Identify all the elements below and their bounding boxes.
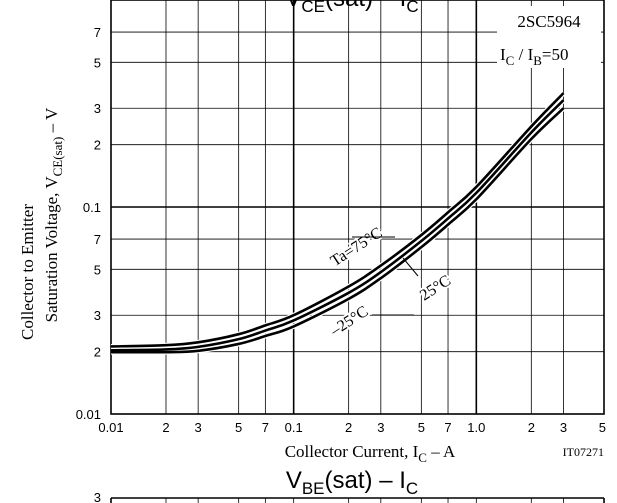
x-axis-label: Collector Current, IC – A <box>285 442 456 465</box>
y-tick-label: 3 <box>94 101 101 116</box>
y-tick-label: 0.01 <box>76 407 101 422</box>
y-tick-label: 0.1 <box>83 200 101 215</box>
curves <box>110 91 566 355</box>
annotation-device: 2SC5964 <box>517 12 581 31</box>
y-axis-label: Collector to Emitter Saturation Voltage,… <box>18 107 65 340</box>
second-chart-frame: 3 <box>94 490 605 503</box>
x-tick-label: 2 <box>162 420 169 435</box>
plot-border <box>110 0 605 415</box>
x-tick-label: 2 <box>528 420 535 435</box>
figure-id: IT07271 <box>563 445 604 459</box>
y-tick-label: 7 <box>94 25 101 40</box>
y-axis-label-line1: Collector to Emitter <box>18 204 37 340</box>
second-chart-title: VBE(sat) – IC <box>286 467 418 498</box>
x-tick-label: 5 <box>418 420 425 435</box>
series-halo <box>110 91 566 349</box>
y-tick-label: 3 <box>94 308 101 323</box>
annotation-ratio: IC / IB=50 <box>500 45 569 68</box>
annotation-box: 2SC5964 IC / IB=50 <box>497 6 601 68</box>
x-tick-label: 0.01 <box>98 420 123 435</box>
x-tick-label: 5 <box>235 420 242 435</box>
y-tick-label: 2 <box>94 345 101 360</box>
series-label-25c: 25°C <box>417 272 454 304</box>
plot-frame <box>110 0 605 415</box>
x-tick-label: 7 <box>444 420 451 435</box>
x-tick-label: 3 <box>377 420 384 435</box>
chart-title: VCE(sat) – IC <box>285 0 418 16</box>
leader-line <box>402 257 419 277</box>
x-tick-label: 5 <box>599 420 606 435</box>
second-chart-y-tick-label: 3 <box>94 490 101 503</box>
y-axis-label-line2: Saturation Voltage, VCE(sat) – V <box>42 107 65 322</box>
x-tick-label: 3 <box>195 420 202 435</box>
x-tick-label: 1.0 <box>467 420 485 435</box>
y-tick-label: 7 <box>94 232 101 247</box>
series-halo <box>110 98 566 353</box>
series-line <box>110 92 565 348</box>
y-tick-label: 5 <box>94 55 101 70</box>
grid <box>111 0 604 414</box>
y-tick-label: 5 <box>94 262 101 277</box>
x-tick-label: 3 <box>560 420 567 435</box>
x-tick-label: 7 <box>262 420 269 435</box>
series-line <box>110 99 565 352</box>
x-tick-label: 0.1 <box>285 420 303 435</box>
x-tick-label: 2 <box>345 420 352 435</box>
y-tick-label: 2 <box>94 138 101 153</box>
series-label-75c: Ta=75°C <box>328 224 386 270</box>
series-line <box>110 107 565 354</box>
